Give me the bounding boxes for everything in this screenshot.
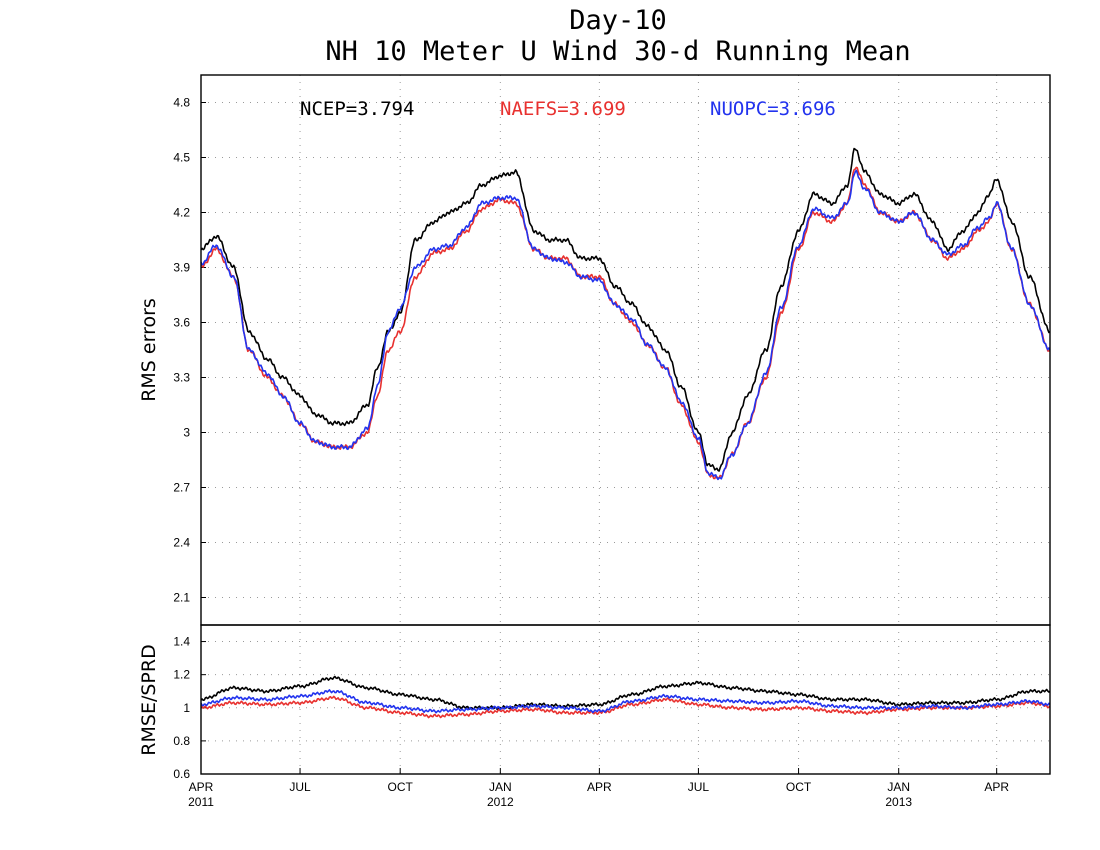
x-tick-label: OCT bbox=[388, 780, 414, 794]
rms-y-tick-label: 4.5 bbox=[173, 151, 190, 165]
x-tick-label: JAN bbox=[489, 780, 512, 794]
x-tick-year: 2013 bbox=[885, 795, 912, 809]
x-tick-label: JUL bbox=[688, 780, 710, 794]
rms-y-tick-label: 3 bbox=[183, 426, 190, 440]
x-tick-label: JUL bbox=[289, 780, 311, 794]
legend-naefs: NAEFS=3.699 bbox=[500, 98, 626, 120]
ratio-y-tick-label: 0.8 bbox=[173, 734, 190, 748]
ratio-y-tick-label: 1.2 bbox=[173, 668, 190, 682]
x-tick-label: OCT bbox=[786, 780, 812, 794]
rms-y-tick-label: 3.9 bbox=[173, 261, 190, 275]
rms-y-axis-label: RMS errors bbox=[138, 298, 160, 402]
ratio-y-tick-label: 0.6 bbox=[173, 767, 190, 781]
rms-series-ncep bbox=[200, 147, 1051, 472]
legend-ncep: NCEP=3.794 bbox=[300, 98, 414, 120]
ratio-y-ticks: 0.6 0.8 1 1.2 1.4 bbox=[173, 635, 206, 781]
x-tick-label: APR bbox=[984, 780, 1009, 794]
ratio-series-ncep bbox=[200, 675, 1051, 711]
chart-title-line1: Day-10 bbox=[569, 5, 667, 36]
rms-errors-panel: 2.12.42.733.33.63.94.24.54.8 RMS errors … bbox=[138, 74, 1051, 626]
x-tick-label: APR bbox=[587, 780, 612, 794]
x-tick-year: 2011 bbox=[188, 795, 214, 809]
rms-y-tick-label: 4.8 bbox=[173, 96, 190, 110]
rms-y-tick-label: 2.7 bbox=[173, 481, 190, 495]
ratio-y-tick-label: 1.4 bbox=[173, 635, 190, 649]
x-tick-year: 2012 bbox=[487, 795, 514, 809]
ratio-grid bbox=[201, 625, 1050, 774]
rms-y-ticks: 2.1 2.4 2.7 3 3.3 3.6 3.9 4.2 4.5 4.8 bbox=[173, 96, 206, 605]
rms-y-tick-label: 3.3 bbox=[173, 371, 190, 385]
ratio-series-nuopc bbox=[200, 689, 1051, 714]
ratio-series bbox=[200, 675, 1051, 719]
x-tick-label: JAN bbox=[887, 780, 910, 794]
ratio-y-axis-label: RMSE/SPRD bbox=[138, 644, 160, 755]
ratio-plot-frame bbox=[200, 624, 1051, 775]
ratio-series-naefs bbox=[200, 695, 1051, 719]
rms-y-tick-label: 4.2 bbox=[173, 206, 190, 220]
legend: NCEP=3.794 NAEFS=3.699 NUOPC=3.696 bbox=[300, 98, 836, 120]
rms-grid bbox=[201, 75, 1050, 625]
rms-y-tick-label: 3.6 bbox=[173, 316, 190, 330]
x-tick-label: APR bbox=[189, 780, 214, 794]
rms-series bbox=[200, 147, 1051, 481]
rms-y-tick-label: 2.4 bbox=[173, 536, 190, 550]
rmse-sprd-panel: 0.6 0.8 1 1.2 1.4 RMSE/SPRD bbox=[138, 624, 1051, 781]
chart-title-line2: NH 10 Meter U Wind 30-d Running Mean bbox=[325, 36, 910, 67]
legend-nuopc: NUOPC=3.696 bbox=[710, 98, 836, 120]
rms-y-tick-label: 2.1 bbox=[173, 591, 190, 605]
ratio-y-tick-label: 1 bbox=[183, 701, 190, 715]
rms-series-nuopc bbox=[200, 169, 1051, 481]
